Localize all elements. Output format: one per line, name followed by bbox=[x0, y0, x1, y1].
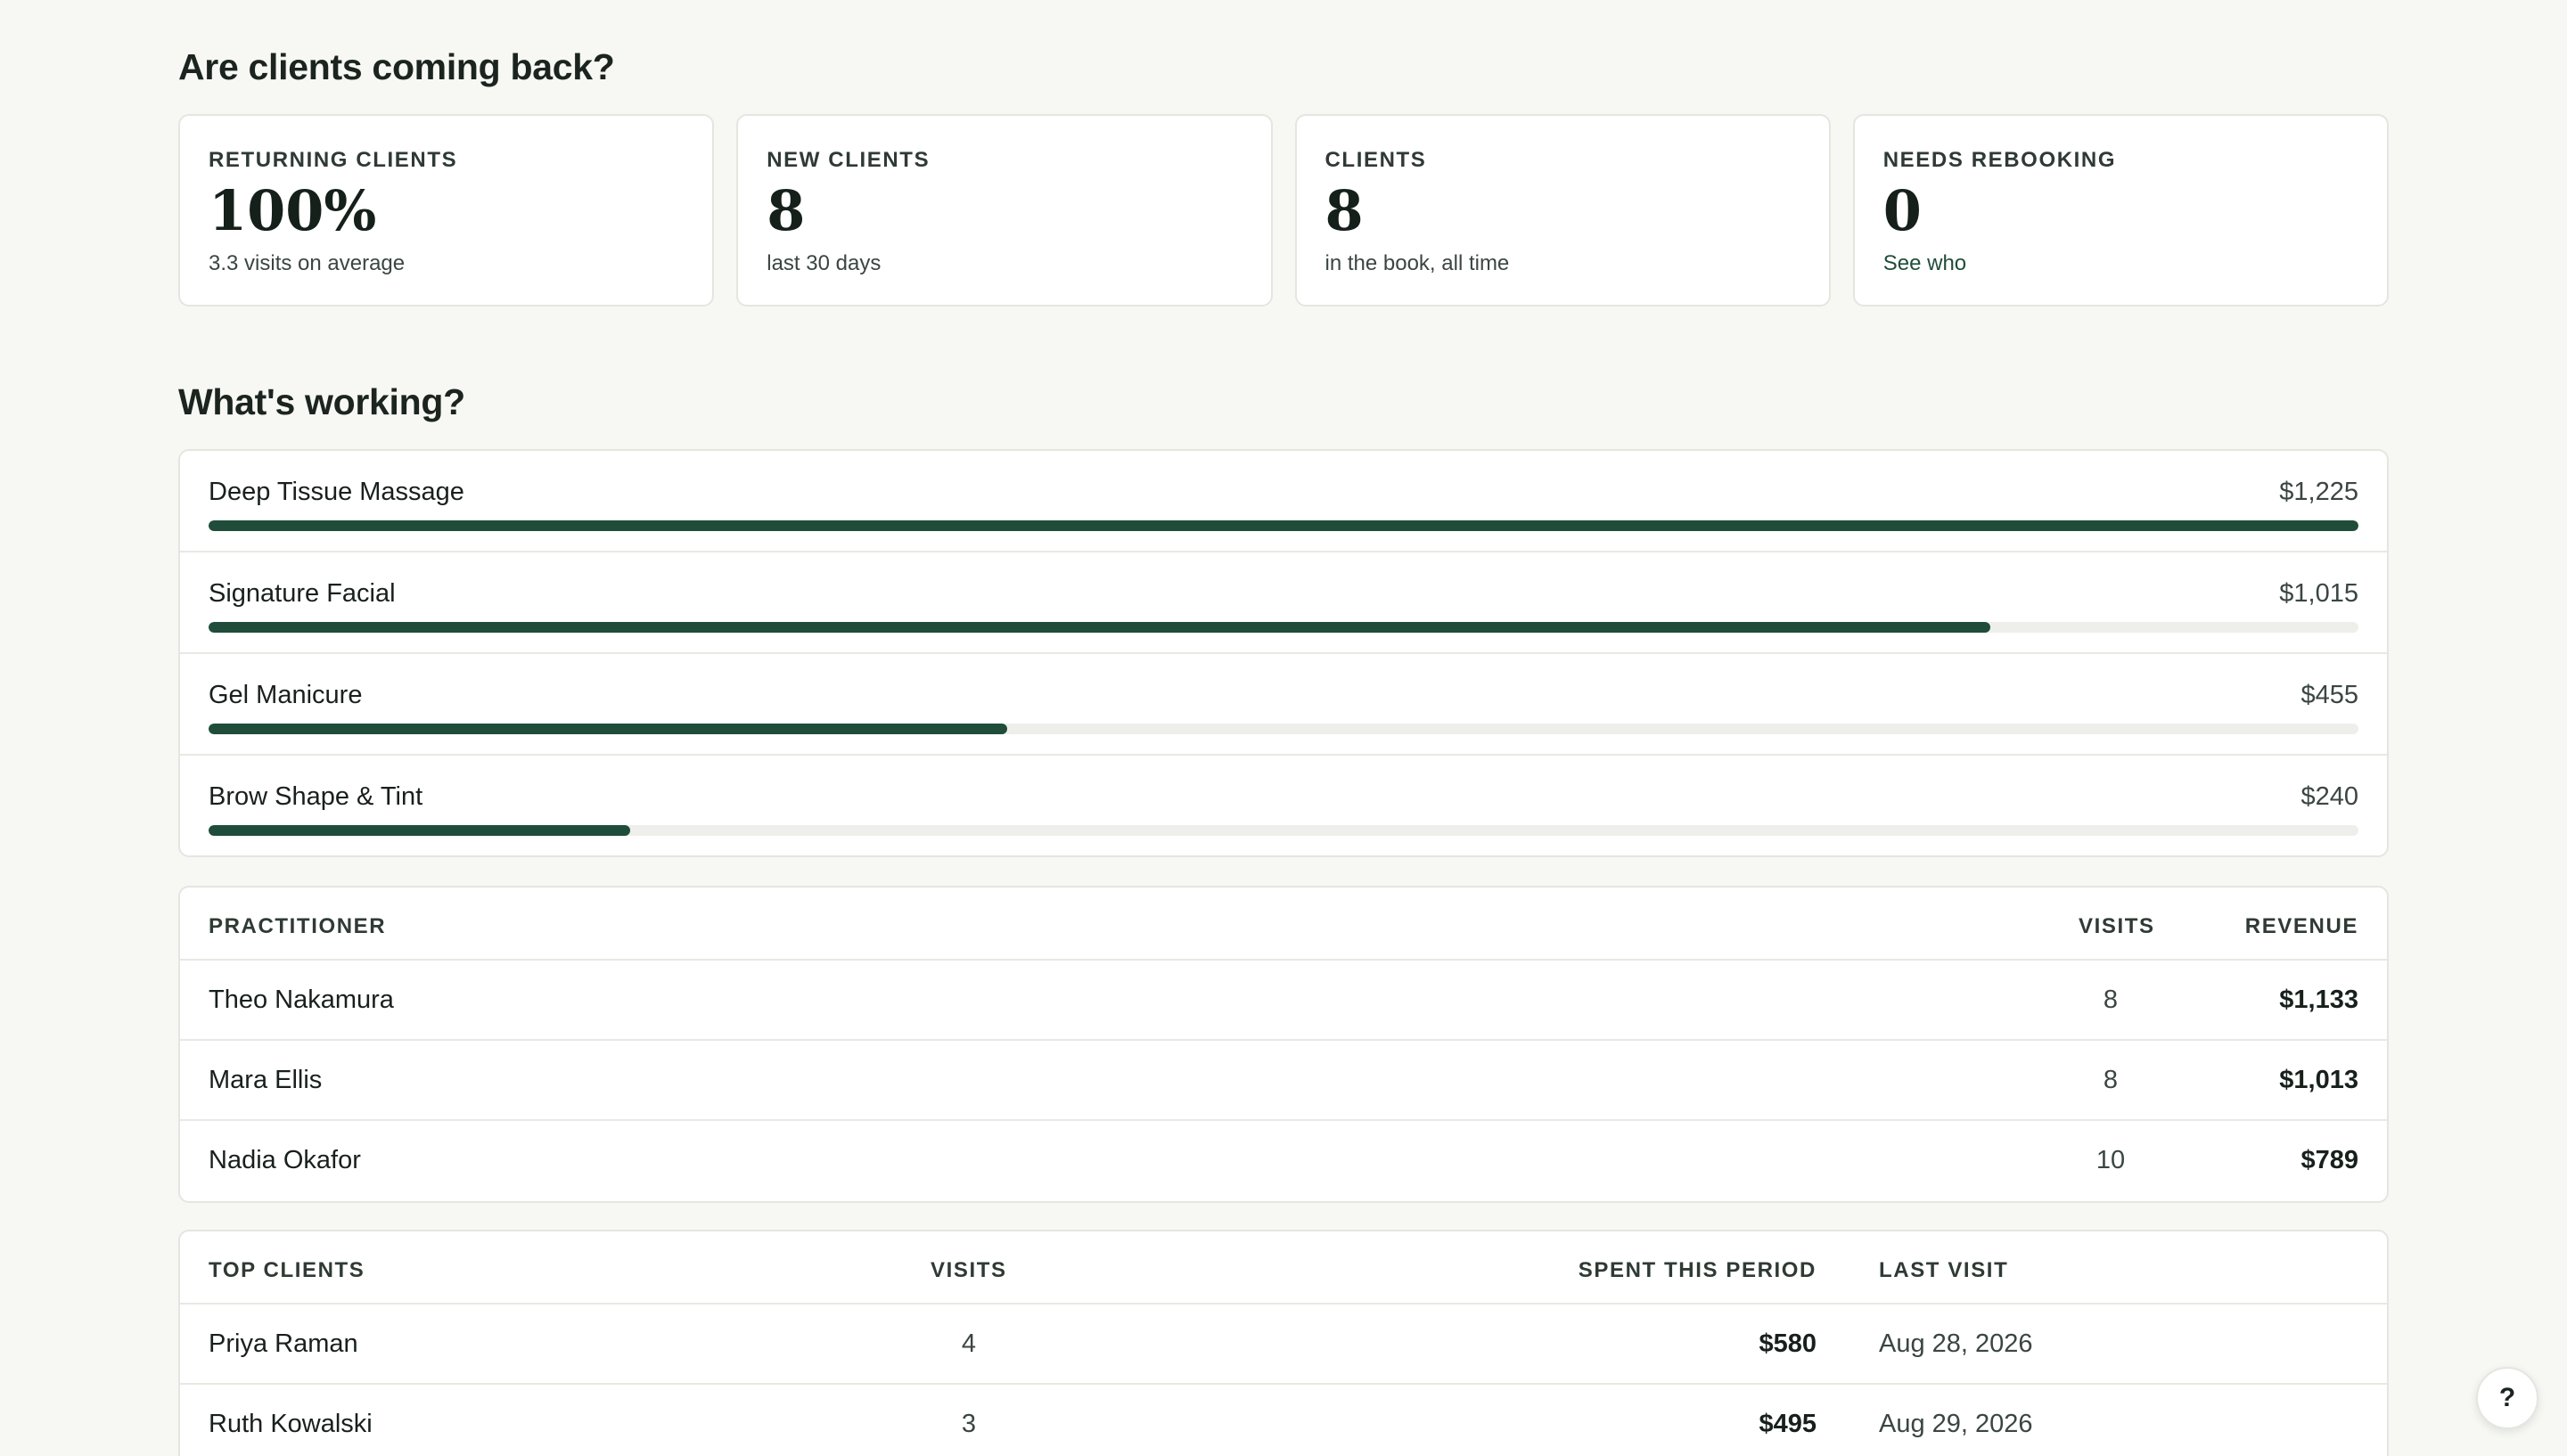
table-header: TOP CLIENTS VISITS SPENT THIS PERIOD LAS… bbox=[180, 1231, 2387, 1305]
service-revenue: $1,015 bbox=[2279, 579, 2358, 608]
stat-card-new-clients: NEW CLIENTS 8 last 30 days bbox=[736, 114, 1273, 307]
practitioners-table: PRACTITIONER VISITS REVENUE Theo Nakamur… bbox=[178, 886, 2389, 1203]
column-header-last-visit: LAST VISIT bbox=[1879, 1258, 2009, 1282]
see-who-link[interactable]: See who bbox=[1882, 251, 1967, 275]
table-row[interactable]: Nadia Okafor 10 $789 bbox=[180, 1121, 2387, 1201]
revenue-bar-fill bbox=[209, 520, 2358, 531]
revenue-amount: $1,013 bbox=[2279, 1066, 2358, 1094]
table-row[interactable]: Theo Nakamura 8 $1,133 bbox=[180, 961, 2387, 1041]
table-row[interactable]: Ruth Kowalski 3 $495 Aug 29, 2026 bbox=[180, 1385, 2387, 1456]
service-row: Gel Manicure $455 bbox=[180, 654, 2387, 756]
spent-amount: $495 bbox=[1759, 1410, 1817, 1438]
service-name: Signature Facial bbox=[209, 579, 396, 608]
stat-card-clients: CLIENTS 8 in the book, all time bbox=[1294, 114, 1831, 307]
stat-subtext: last 30 days bbox=[767, 251, 882, 275]
revenue-bar-track bbox=[209, 825, 2358, 836]
last-visit-date: Aug 28, 2026 bbox=[1879, 1329, 2033, 1358]
column-header-visits: VISITS bbox=[2079, 914, 2155, 938]
practitioner-name: Theo Nakamura bbox=[209, 986, 394, 1014]
service-name: Brow Shape & Tint bbox=[209, 782, 423, 811]
practitioner-name: Mara Ellis bbox=[209, 1066, 323, 1094]
returning-section-title: Are clients coming back? bbox=[178, 46, 615, 87]
revenue-bar-fill bbox=[209, 825, 630, 836]
column-header-spent: SPENT THIS PERIOD bbox=[1578, 1258, 1817, 1282]
service-revenue: $455 bbox=[2300, 681, 2358, 709]
client-name: Priya Raman bbox=[209, 1329, 358, 1358]
table-row[interactable]: Mara Ellis 8 $1,013 bbox=[180, 1041, 2387, 1121]
service-revenue: $240 bbox=[2300, 782, 2358, 811]
stat-value: 100% bbox=[209, 178, 377, 243]
visits-count: 8 bbox=[2103, 986, 2119, 1014]
revenue-bar-fill bbox=[209, 622, 1990, 633]
service-name: Deep Tissue Massage bbox=[209, 478, 464, 506]
column-header-revenue: REVENUE bbox=[2244, 914, 2358, 938]
stat-value: 8 bbox=[767, 178, 806, 243]
services-revenue-list: Deep Tissue Massage $1,225 Signature Fac… bbox=[178, 449, 2389, 857]
service-revenue: $1,225 bbox=[2279, 478, 2358, 506]
stat-label: RETURNING CLIENTS bbox=[209, 148, 458, 172]
revenue-amount: $789 bbox=[2300, 1146, 2358, 1174]
top-clients-table: TOP CLIENTS VISITS SPENT THIS PERIOD LAS… bbox=[178, 1230, 2389, 1456]
working-section-title: What's working? bbox=[178, 381, 465, 422]
stat-label: NEEDS REBOOKING bbox=[1882, 148, 2117, 172]
stat-cards: RETURNING CLIENTS 100% 3.3 visits on ave… bbox=[178, 114, 2389, 307]
stat-subtext: in the book, all time bbox=[1325, 251, 1510, 275]
client-name: Ruth Kowalski bbox=[209, 1410, 373, 1438]
stat-card-returning-clients: RETURNING CLIENTS 100% 3.3 visits on ave… bbox=[178, 114, 715, 307]
column-header-visits: VISITS bbox=[931, 1258, 1007, 1282]
visits-count: 4 bbox=[961, 1329, 977, 1358]
stat-subtext: 3.3 visits on average bbox=[209, 251, 406, 275]
revenue-bar-track bbox=[209, 724, 2358, 734]
practitioner-name: Nadia Okafor bbox=[209, 1146, 361, 1174]
service-row: Deep Tissue Massage $1,225 bbox=[180, 451, 2387, 552]
stat-label: CLIENTS bbox=[1325, 148, 1427, 172]
visits-count: 3 bbox=[961, 1410, 977, 1438]
stat-value: 8 bbox=[1325, 178, 1364, 243]
stat-value: 0 bbox=[1882, 178, 1922, 243]
revenue-bar-track bbox=[209, 520, 2358, 531]
service-row: Brow Shape & Tint $240 bbox=[180, 756, 2387, 855]
visits-count: 8 bbox=[2103, 1066, 2119, 1094]
visits-count: 10 bbox=[2095, 1146, 2126, 1174]
stat-card-needs-rebooking[interactable]: NEEDS REBOOKING 0 See who bbox=[1852, 114, 2389, 307]
revenue-bar-fill bbox=[209, 724, 1007, 734]
spent-amount: $580 bbox=[1759, 1329, 1817, 1358]
column-header-top-clients: TOP CLIENTS bbox=[209, 1258, 365, 1282]
stat-label: NEW CLIENTS bbox=[767, 148, 931, 172]
help-button[interactable]: ? bbox=[2476, 1367, 2538, 1429]
revenue-amount: $1,133 bbox=[2279, 986, 2358, 1014]
table-row[interactable]: Priya Raman 4 $580 Aug 28, 2026 bbox=[180, 1305, 2387, 1385]
column-header-practitioner: PRACTITIONER bbox=[209, 914, 387, 938]
revenue-bar-track bbox=[209, 622, 2358, 633]
service-name: Gel Manicure bbox=[209, 681, 363, 709]
table-header: PRACTITIONER VISITS REVENUE bbox=[180, 888, 2387, 961]
service-row: Signature Facial $1,015 bbox=[180, 552, 2387, 654]
last-visit-date: Aug 29, 2026 bbox=[1879, 1410, 2033, 1438]
